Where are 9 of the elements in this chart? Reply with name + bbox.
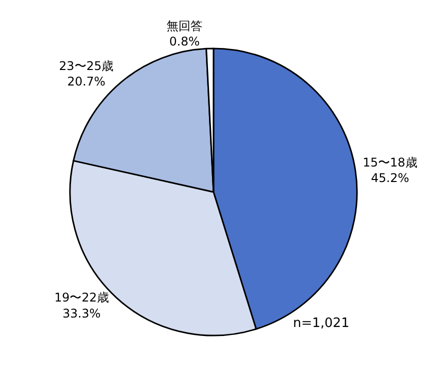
- text: n=1,021: [293, 316, 350, 331]
- slice-label: 15〜18歳: [362, 155, 418, 170]
- data-label: 33.3%: [62, 306, 101, 320]
- slice-label: 23〜25歳: [59, 58, 114, 73]
- slice-label: 無回答: [166, 18, 202, 33]
- data-label: 0.8%: [169, 34, 200, 49]
- data-label: 45.2%: [370, 170, 410, 185]
- slice-label: 19〜22歳: [54, 290, 109, 305]
- data-label: 20.7%: [67, 74, 106, 88]
